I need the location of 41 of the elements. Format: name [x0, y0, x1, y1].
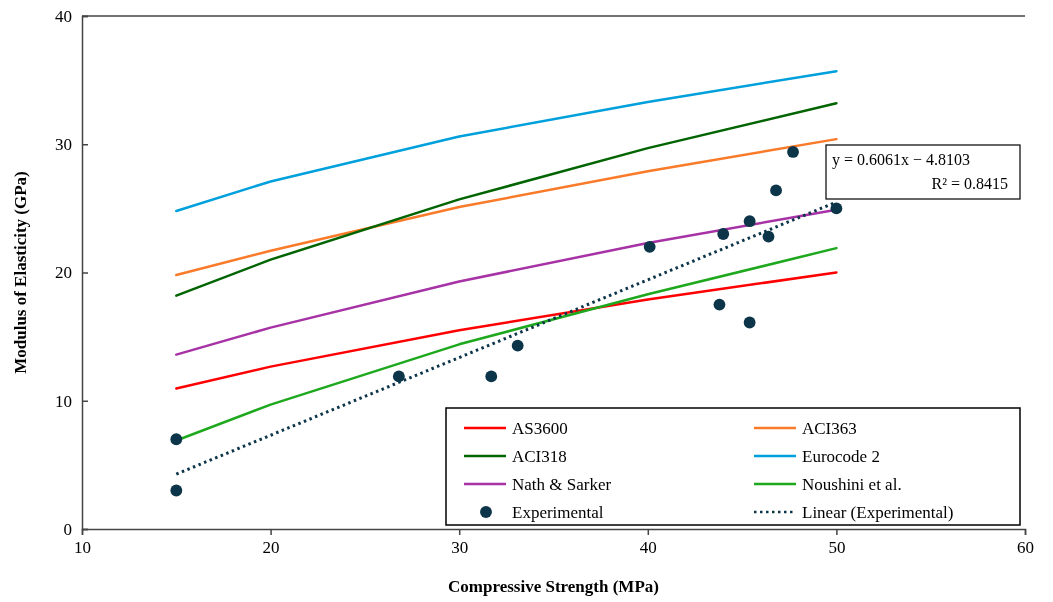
y-tick-label: 0 — [63, 519, 72, 539]
line-series — [175, 271, 838, 390]
line-series — [175, 101, 838, 297]
annotation: R² = 0.8415 — [931, 175, 1008, 192]
point — [717, 228, 730, 240]
point — [511, 339, 524, 352]
point — [762, 230, 775, 243]
point — [770, 184, 782, 197]
x-tick-label: 40 — [639, 538, 657, 558]
legend-label: Experimental — [512, 503, 604, 522]
legend-label: ACI363 — [802, 419, 857, 438]
point — [485, 370, 498, 383]
point — [743, 215, 756, 228]
point — [713, 298, 726, 311]
y-tick-label: 10 — [55, 391, 72, 411]
x-axis-title: Compressive Strength (MPa) — [448, 577, 659, 596]
point — [743, 316, 756, 329]
x-tick-label: 10 — [74, 538, 91, 558]
legend-label: AS3600 — [512, 419, 568, 438]
x-tick-label: 20 — [262, 538, 280, 558]
y-tick-label: 30 — [55, 135, 72, 155]
point — [643, 240, 656, 253]
y-axis-title: Modulus of Elasticity (GPa) — [11, 171, 30, 374]
x-tick-label: 30 — [451, 538, 469, 558]
point — [170, 433, 183, 446]
point — [830, 202, 843, 215]
point — [392, 370, 405, 383]
legend-label: Noushini et al. — [802, 475, 902, 494]
point — [787, 146, 799, 158]
annotation: y = 0.6061x − 4.8103 — [832, 151, 971, 169]
point — [170, 484, 183, 497]
line-series — [175, 137, 838, 277]
legend-label: Eurocode 2 — [802, 447, 880, 466]
y-tick-label: 40 — [55, 6, 72, 26]
legend-label: Linear (Experimental) — [802, 503, 954, 522]
y-tick-label: 20 — [55, 263, 72, 283]
legend-label: Nath & Sarker — [512, 475, 612, 494]
x-tick-label: 60 — [1017, 538, 1034, 558]
line-series — [175, 69, 838, 213]
legend-label: ACI318 — [512, 447, 567, 466]
x-tick-label: 50 — [828, 538, 846, 558]
